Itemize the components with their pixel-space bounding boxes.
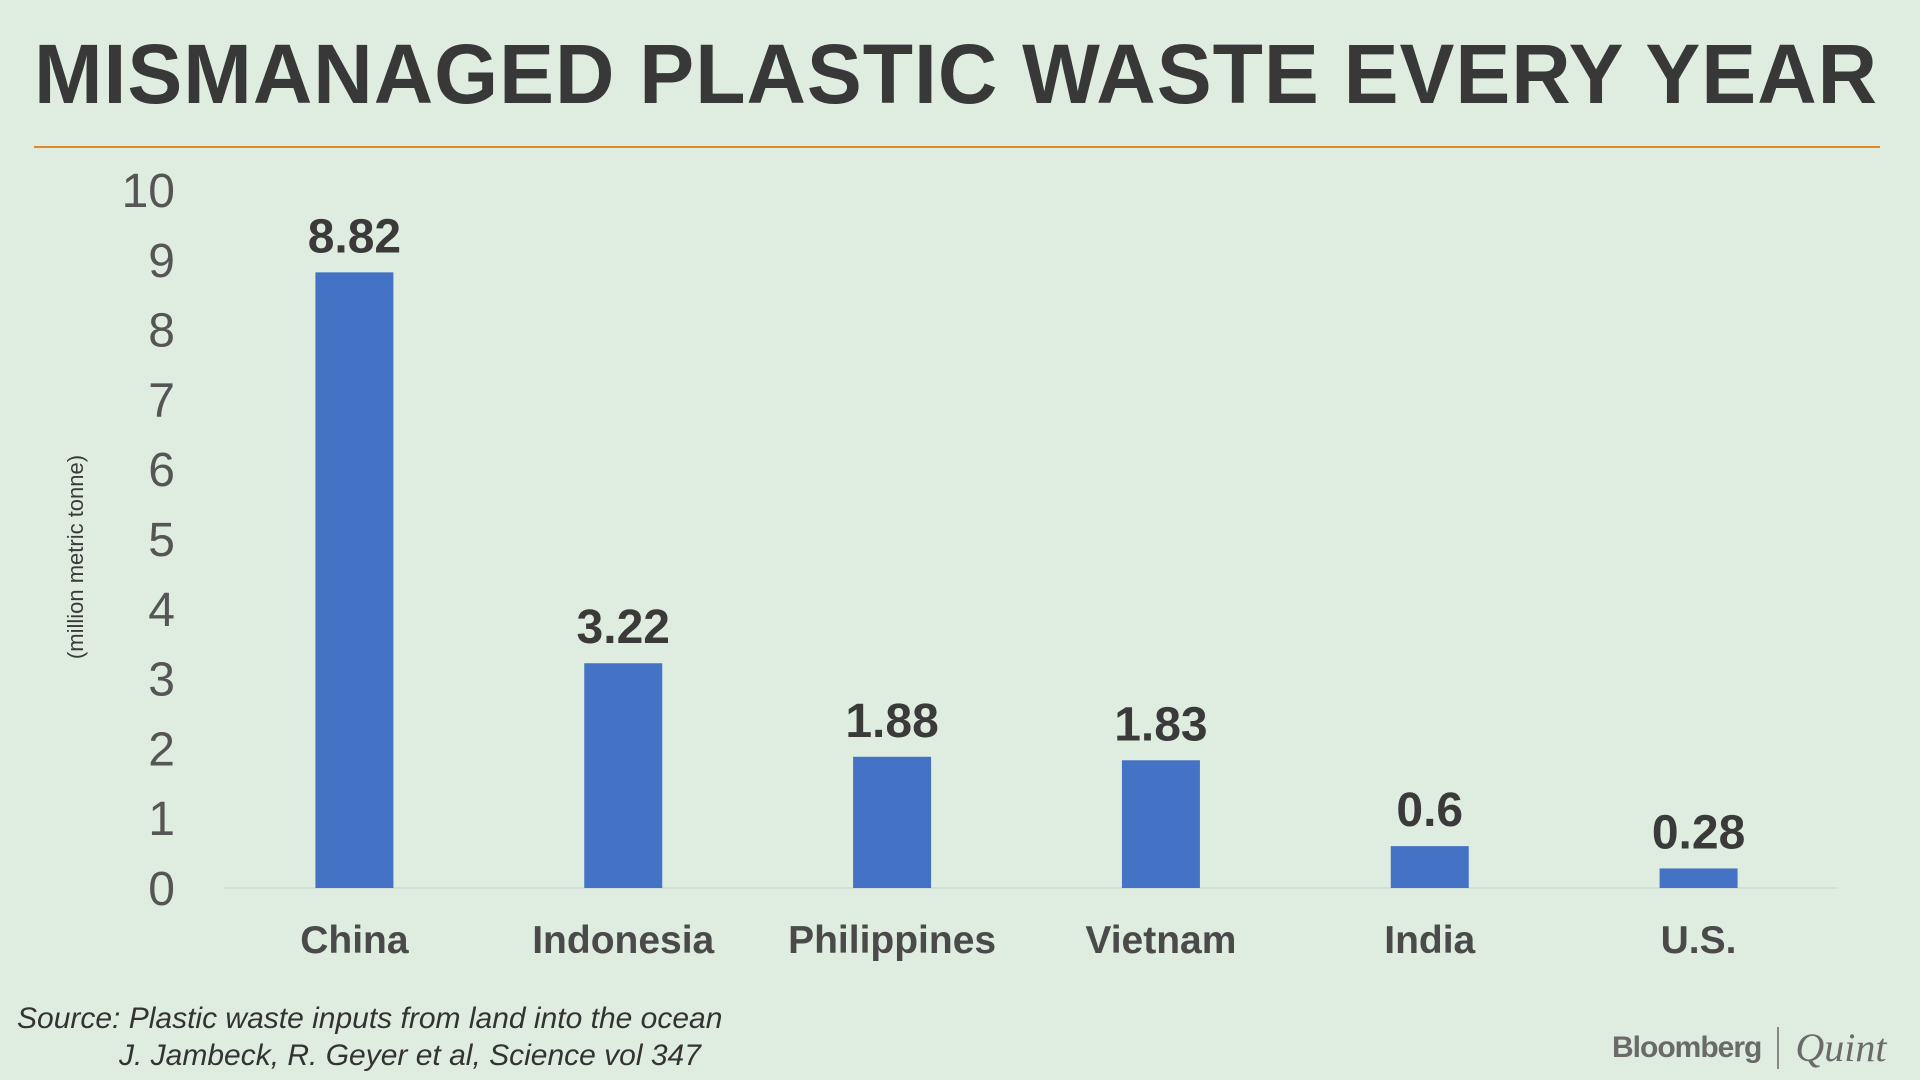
y-tick-label: 1 bbox=[148, 793, 175, 846]
x-tick-label: Indonesia bbox=[532, 919, 714, 962]
y-tick-label: 10 bbox=[122, 165, 175, 218]
y-tick-label: 5 bbox=[148, 514, 175, 567]
y-tick-label: 8 bbox=[148, 305, 175, 358]
bar-us bbox=[1659, 868, 1738, 888]
data-label: 0.6 bbox=[1396, 784, 1463, 837]
source-line-1: Source: Plastic waste inputs from land i… bbox=[17, 1002, 723, 1035]
x-tick-label: Philippines bbox=[788, 919, 996, 962]
logo-bloomberg: Bloomberg bbox=[1612, 1030, 1762, 1064]
y-tick-label: 9 bbox=[148, 235, 175, 288]
data-label: 3.22 bbox=[577, 601, 670, 654]
bar-vietnam bbox=[1121, 760, 1200, 888]
data-label: 1.83 bbox=[1114, 698, 1207, 751]
x-tick-label: China bbox=[300, 919, 409, 962]
bar-indonesia bbox=[584, 663, 663, 888]
y-tick-label: 2 bbox=[148, 723, 175, 776]
bar-china bbox=[315, 272, 394, 888]
title-divider bbox=[34, 146, 1880, 148]
y-tick-label: 6 bbox=[148, 444, 175, 497]
data-label: 8.82 bbox=[308, 210, 401, 263]
y-tick-label: 4 bbox=[148, 584, 175, 637]
data-label: 1.88 bbox=[845, 695, 938, 748]
logo-separator bbox=[1777, 1026, 1780, 1069]
x-tick-label: India bbox=[1384, 919, 1475, 962]
y-tick-label: 7 bbox=[148, 374, 175, 427]
x-tick-label: Vietnam bbox=[1085, 919, 1236, 962]
x-tick-label: U.S. bbox=[1661, 919, 1737, 962]
logo: Bloomberg Quint bbox=[1612, 1024, 1886, 1071]
y-tick-label: 3 bbox=[148, 654, 175, 707]
logo-quint: Quint bbox=[1795, 1025, 1887, 1070]
data-label: 0.28 bbox=[1652, 806, 1745, 859]
bar-india bbox=[1390, 846, 1469, 888]
source-line-2: J. Jambeck, R. Geyer et al, Science vol … bbox=[119, 1039, 701, 1072]
bar-philippines bbox=[853, 756, 932, 888]
chart-title: MISMANAGED PLASTIC WASTE EVERY YEAR bbox=[34, 27, 1879, 121]
y-tick-label: 0 bbox=[148, 863, 175, 916]
